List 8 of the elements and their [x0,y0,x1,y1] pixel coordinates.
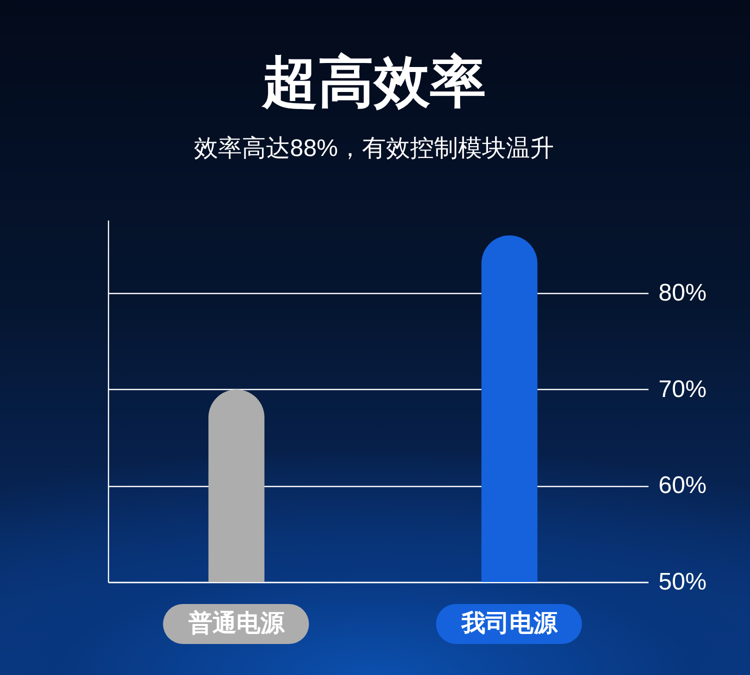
x-tick-label: 普通电源 [187,609,286,637]
x-tick-label: 我司电源 [460,610,558,637]
y-tick-label: 60% [658,472,707,500]
chart-title: 超高效率 [261,50,486,113]
y-tick-label: 50% [658,568,707,596]
y-tick-label: 80% [658,280,707,307]
chart-subtitle: 效率高达88%，有效控制模块温升 [194,135,554,162]
y-tick-label: 70% [658,376,707,403]
